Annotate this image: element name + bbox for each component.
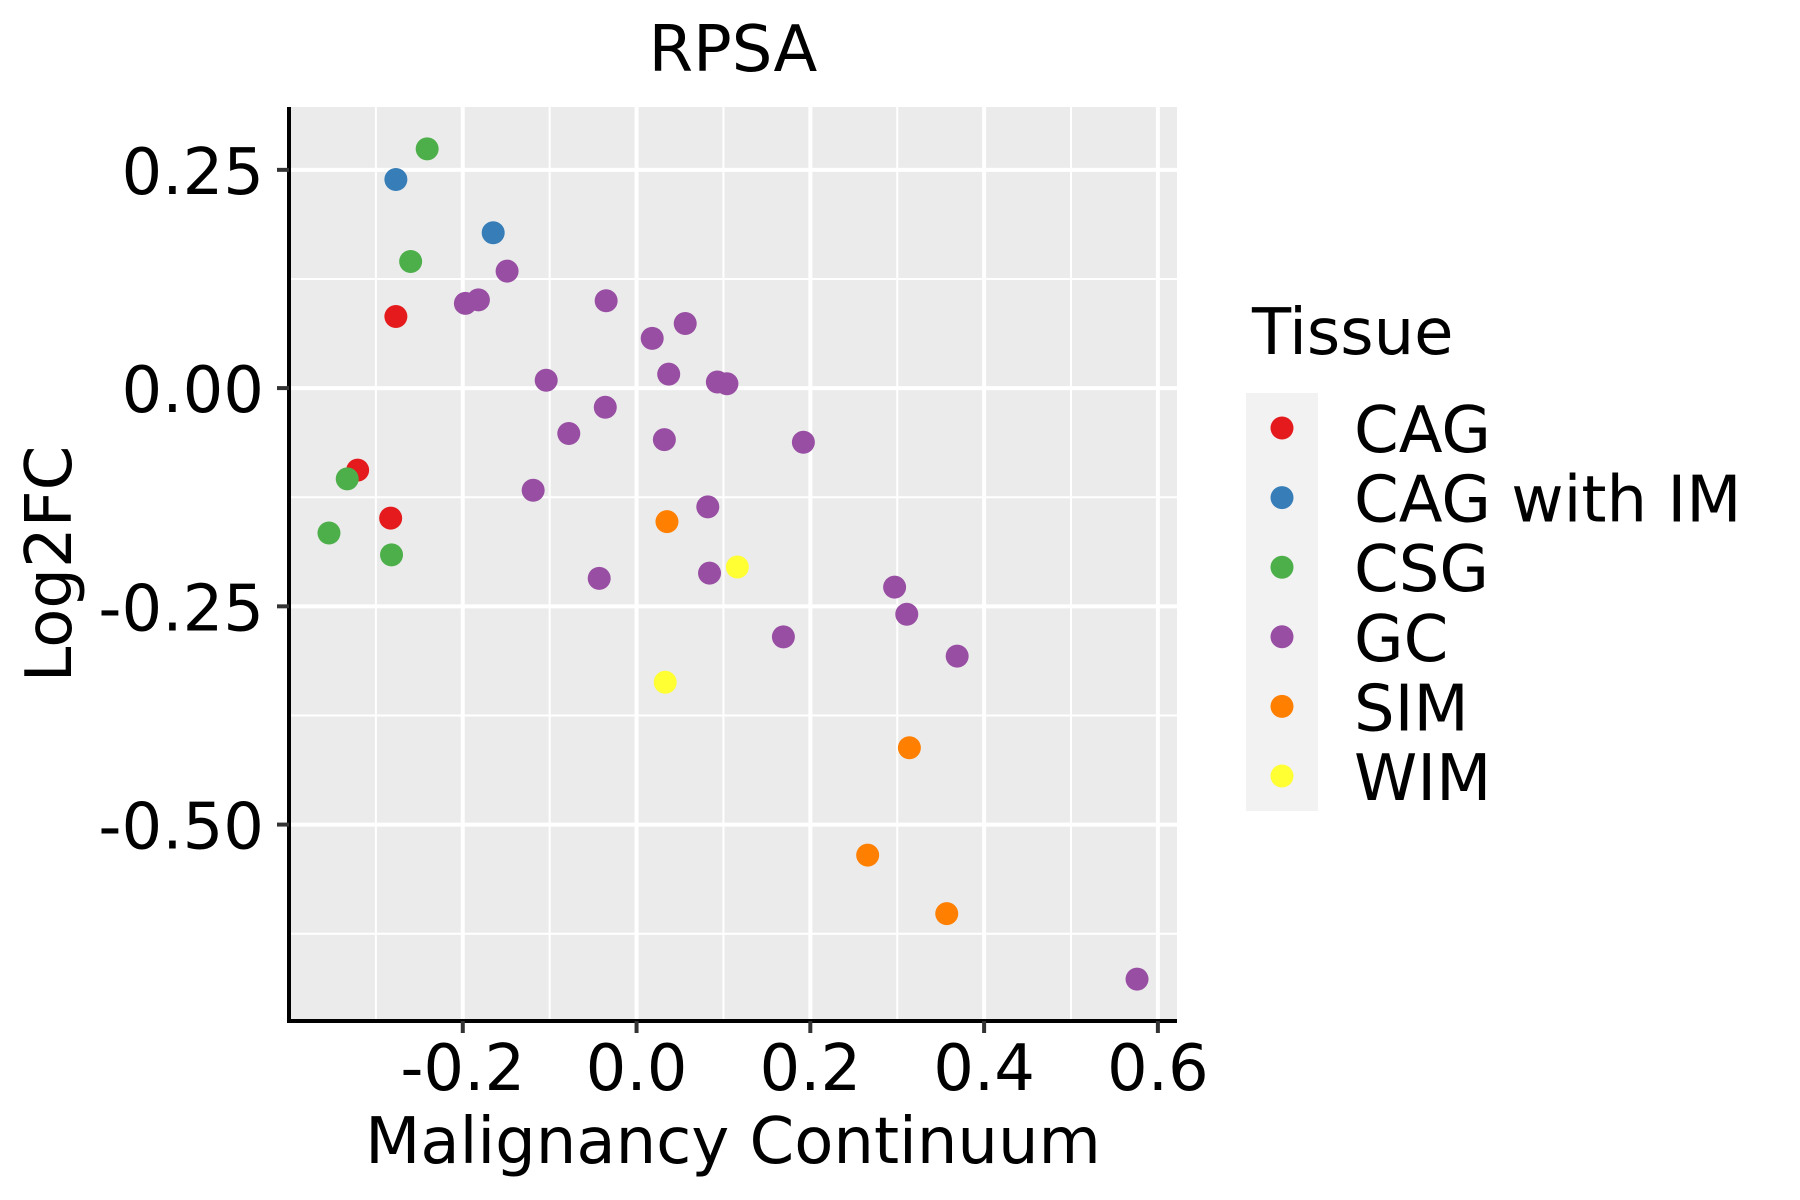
data-point-gc bbox=[557, 421, 581, 445]
data-point-csg bbox=[415, 137, 439, 161]
data-point-cag-with-im bbox=[481, 221, 505, 245]
data-point-gc bbox=[594, 289, 618, 313]
data-point-gc bbox=[587, 566, 611, 590]
data-point-gc bbox=[1125, 967, 1149, 991]
data-point-cag bbox=[379, 506, 403, 530]
y-tick-label: 0.25 bbox=[122, 136, 265, 210]
major-gridlines bbox=[289, 107, 1177, 1021]
data-point-gc bbox=[696, 495, 720, 519]
legend-key-gc bbox=[1270, 625, 1294, 649]
x-tick-label: -0.2 bbox=[400, 1032, 525, 1106]
data-point-sim bbox=[897, 736, 921, 760]
legend-key-cag bbox=[1270, 416, 1294, 440]
legend-label: CAG bbox=[1354, 394, 1491, 468]
data-point-wim bbox=[725, 555, 749, 579]
legend-label: WIM bbox=[1354, 742, 1491, 816]
data-point-gc bbox=[495, 259, 519, 283]
legend-key-csg bbox=[1270, 555, 1294, 579]
data-point-gc bbox=[698, 561, 722, 585]
x-axis-title: Malignancy Continuum bbox=[365, 1105, 1101, 1179]
data-point-gc bbox=[673, 311, 697, 335]
data-point-gc bbox=[534, 368, 558, 392]
y-axis-title: Log2FC bbox=[13, 446, 87, 683]
data-point-csg bbox=[335, 467, 359, 491]
legend-key-sim bbox=[1270, 694, 1294, 718]
legend-label: SIM bbox=[1354, 672, 1469, 746]
data-point-gc bbox=[640, 326, 664, 350]
data-point-sim bbox=[856, 843, 880, 867]
data-point-gc bbox=[657, 362, 681, 386]
x-tick-label: 0.2 bbox=[759, 1032, 861, 1106]
y-axis-ticks: 0.25 0.00 -0.25 -0.50 bbox=[98, 136, 289, 865]
data-point-csg bbox=[399, 250, 423, 274]
x-tick-label: 0.6 bbox=[1107, 1032, 1209, 1106]
data-point-gc bbox=[771, 625, 795, 649]
data-point-gc bbox=[521, 478, 545, 502]
x-tick-label: 0.0 bbox=[586, 1032, 688, 1106]
legend-label: CSG bbox=[1354, 533, 1489, 607]
minor-gridlines bbox=[289, 107, 1177, 1021]
y-tick-label: -0.25 bbox=[98, 572, 264, 646]
legend-key-background bbox=[1246, 393, 1318, 811]
y-tick-label: 0.00 bbox=[122, 354, 265, 428]
data-point-cag-with-im bbox=[384, 167, 408, 191]
data-point-gc bbox=[652, 428, 676, 452]
data-point-wim bbox=[653, 670, 677, 694]
data-point-gc bbox=[883, 575, 907, 599]
data-point-gc bbox=[715, 372, 739, 396]
data-point-gc bbox=[895, 602, 919, 626]
y-tick-label: -0.50 bbox=[98, 791, 264, 865]
data-point-gc bbox=[453, 291, 477, 315]
data-point-csg bbox=[317, 521, 341, 545]
legend-label: CAG with IM bbox=[1354, 464, 1742, 538]
legend-key-cag-with-im bbox=[1270, 486, 1294, 510]
legend-key-wim bbox=[1270, 764, 1294, 788]
legend-title: Tissue bbox=[1251, 296, 1454, 370]
data-point-gc bbox=[791, 430, 815, 454]
data-point-sim bbox=[655, 510, 679, 534]
chart-title: RPSA bbox=[649, 13, 818, 87]
data-point-csg bbox=[380, 543, 404, 567]
data-points bbox=[317, 137, 1149, 991]
data-point-cag bbox=[384, 305, 408, 329]
x-axis-ticks: -0.2 0.0 0.2 0.4 0.6 bbox=[400, 1021, 1209, 1106]
data-point-gc bbox=[945, 644, 969, 668]
data-point-sim bbox=[935, 902, 959, 926]
x-tick-label: 0.4 bbox=[933, 1032, 1035, 1106]
legend-label: GC bbox=[1354, 603, 1448, 677]
data-point-gc bbox=[593, 395, 617, 419]
